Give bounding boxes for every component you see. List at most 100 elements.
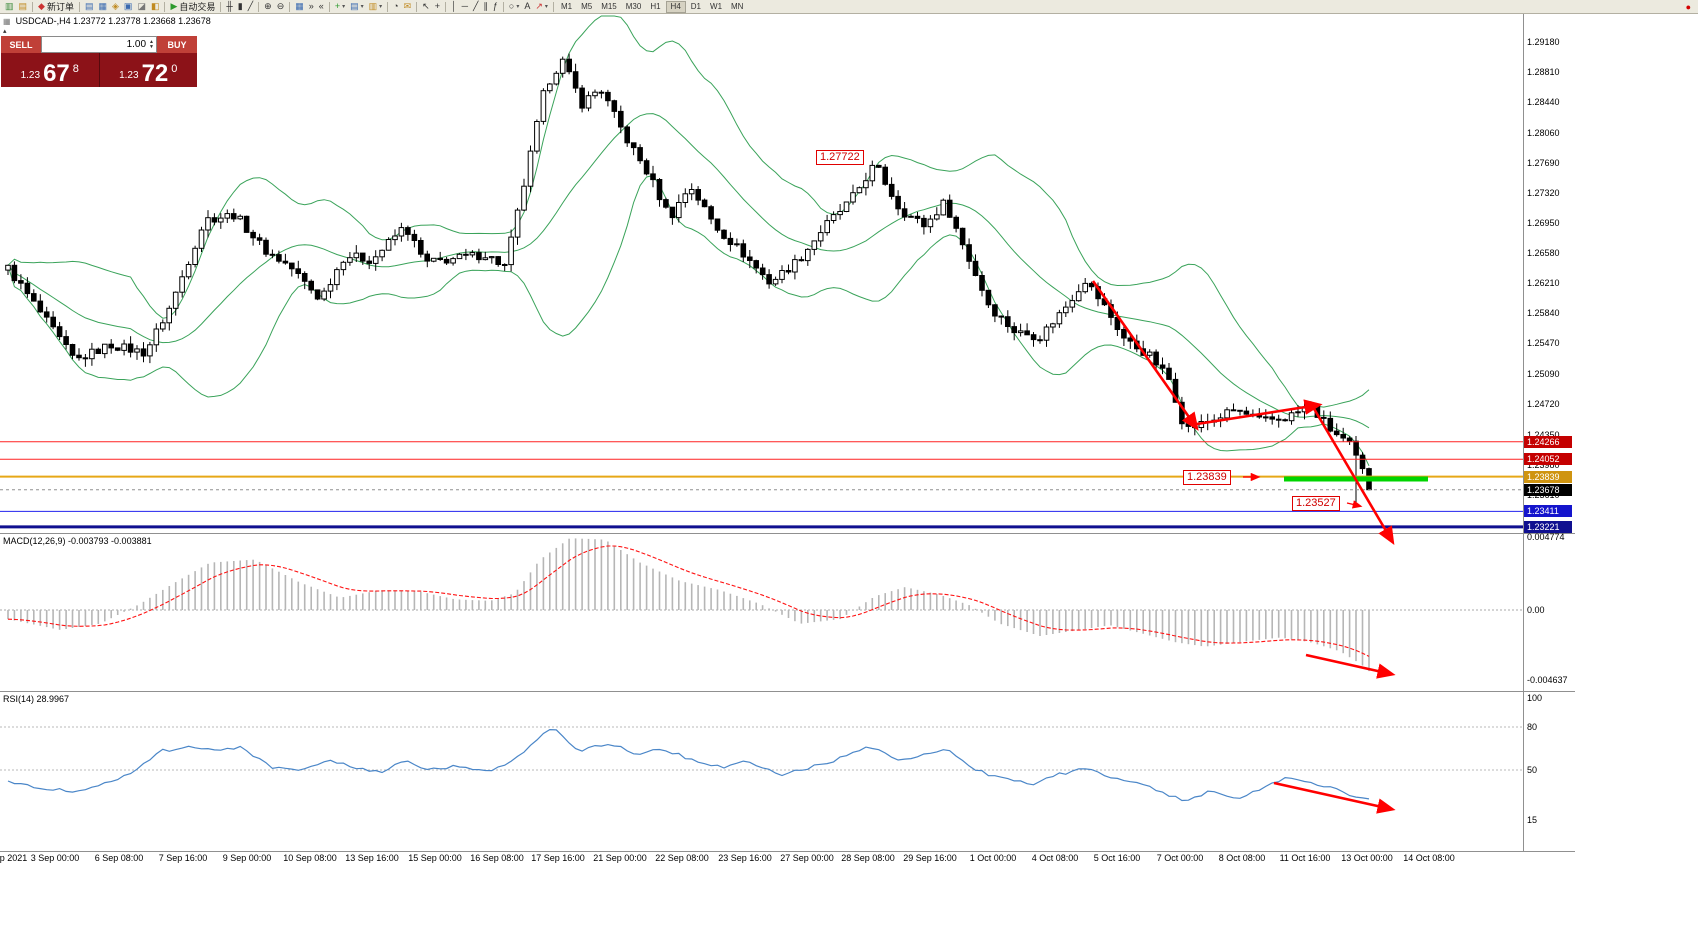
price-axis-label: 1.24720 — [1527, 399, 1560, 410]
volume-input[interactable]: 1.00 ▲ ▼ — [41, 36, 157, 53]
text-icon: A — [524, 1, 531, 11]
sell-price-button[interactable]: 1.23 67 8 — [1, 53, 99, 87]
volume-stepper[interactable]: ▲ ▼ — [149, 38, 154, 50]
support-label[interactable]: 1.23839 — [1183, 470, 1231, 485]
navigator-icon[interactable]: ◈ — [110, 0, 121, 13]
dropdown-caret-icon[interactable]: ▾ — [544, 4, 548, 10]
horizontal-line-icon[interactable]: ─ — [460, 0, 470, 13]
periods-icon[interactable]: ▤ ▾ — [348, 0, 366, 13]
trend-arrow[interactable] — [1273, 781, 1396, 814]
timeframe-m30-button[interactable]: M30 — [625, 1, 642, 11]
timeframe-m1-button[interactable]: M1 — [560, 1, 573, 11]
dropdown-caret-icon[interactable]: ▾ — [379, 4, 383, 10]
zoom-in-icon[interactable]: ⊕ — [262, 0, 274, 13]
trend-arrow[interactable] — [1311, 406, 1395, 546]
stepper-down-icon[interactable]: ▼ — [149, 43, 154, 50]
trendline-icon: ╱ — [472, 1, 479, 11]
one-click-collapse-icon[interactable]: ▴ — [3, 28, 7, 35]
date-axis-label: 16 Sep 08:00 — [470, 853, 524, 863]
buy-button[interactable]: BUY — [157, 36, 197, 53]
bollinger-bands — [7, 15, 1370, 467]
fibonacci-icon: ƒ — [492, 1, 498, 11]
arrows-icon[interactable]: ↗ ▾ — [533, 0, 550, 13]
text-icon[interactable]: A — [522, 0, 532, 13]
zoom-out-icon[interactable]: ⊖ — [275, 0, 287, 13]
date-axis-label: 4 Oct 08:00 — [1031, 853, 1079, 863]
channel-icon: ∥ — [483, 1, 488, 11]
channel-icon[interactable]: ∥ — [481, 0, 490, 13]
arrows-icon: ↗ — [535, 1, 543, 11]
price-axis-label: 1.25470 — [1527, 338, 1560, 349]
candlestick-chart-icon[interactable]: ▮ — [236, 0, 245, 13]
auto-scroll-icon[interactable]: » — [307, 0, 316, 13]
date-axis-label: 7 Oct 00:00 — [1156, 853, 1204, 863]
swing-low-label[interactable]: 1.23527 — [1292, 496, 1340, 511]
strategy-tester-icon[interactable]: ◪ — [135, 0, 148, 13]
buy-price-big: 72 — [141, 60, 169, 87]
tile-windows-icon[interactable]: ▦ — [293, 0, 306, 13]
chart-shift-icon[interactable]: « — [317, 0, 326, 13]
dropdown-caret-icon[interactable]: ▾ — [342, 4, 346, 10]
trend-arrow[interactable] — [1091, 280, 1199, 431]
mail-icon[interactable]: ✉ — [402, 0, 414, 13]
terminal-icon[interactable]: ▣ — [122, 0, 135, 13]
timeframe-d1-button[interactable]: D1 — [690, 1, 702, 11]
crosshair-icon: + — [434, 1, 440, 11]
one-click-trading-panel: SELL 1.00 ▲ ▼ BUY 1.23 67 8 1.23 72 0 — [1, 36, 197, 87]
trend-arrow[interactable] — [1305, 653, 1396, 679]
price-tag-1.23221: 1.23221 — [1524, 520, 1572, 533]
shapes-icon[interactable]: ○ ▾ — [507, 0, 521, 13]
vertical-line-icon[interactable]: │ — [449, 0, 459, 13]
timeframe-m15-button[interactable]: M15 — [601, 1, 617, 11]
templates-icon[interactable]: ▥ ▾ — [367, 0, 385, 13]
macd-indicator — [0, 538, 1523, 672]
date-axis-label: 5 Oct 16:00 — [1093, 853, 1141, 863]
rsi-axis-label: 80 — [1527, 721, 1538, 732]
price-axis-label: 1.25090 — [1527, 369, 1560, 380]
crosshair-icon[interactable]: + — [433, 0, 442, 13]
toolbar-separator — [220, 1, 222, 12]
trend-arrows[interactable] — [1091, 280, 1396, 814]
timeframe-mn-button[interactable]: MN — [731, 1, 744, 11]
date-axis-label: 28 Sep 08:00 — [841, 853, 895, 863]
line-chart-icon[interactable]: ╱ — [246, 0, 255, 13]
record-icon[interactable]: ● — [1685, 1, 1691, 12]
toolbar-separator — [32, 1, 34, 12]
metaeditor-icon[interactable]: ◧ — [149, 0, 162, 13]
timeframe-m5-button[interactable]: M5 — [581, 1, 593, 11]
buy-price-base: 1.23 — [119, 70, 139, 81]
metaeditor-icon: ◧ — [150, 1, 160, 11]
dropdown-caret-icon[interactable]: ▾ — [360, 4, 364, 10]
clock-icon[interactable]: ◔ — [391, 0, 400, 13]
timeframe-h1-button[interactable]: H1 — [650, 1, 661, 11]
timeframe-w1-button[interactable]: W1 — [710, 1, 723, 11]
swing-high-label[interactable]: 1.27722 — [816, 150, 864, 165]
cursor-icon[interactable]: ↖ — [420, 0, 432, 13]
indicators-icon[interactable]: + ▾ — [333, 0, 347, 13]
price-axis-label: 1.28810 — [1527, 66, 1560, 77]
horizontal-line-icon: ─ — [461, 1, 468, 11]
auto-trading-button[interactable]: ▶ 自动交易 — [168, 0, 217, 13]
navigator-icon: ◈ — [112, 1, 119, 11]
toolbar-separator — [164, 1, 166, 12]
auto-scroll-icon: » — [308, 1, 314, 11]
chart-profiles-icon: ▤ — [18, 1, 28, 11]
chart-profiles-icon[interactable]: ▤ — [17, 0, 30, 13]
dropdown-caret-icon[interactable]: ▾ — [516, 4, 520, 10]
clock-icon: ◔ — [393, 1, 399, 11]
trendline-icon[interactable]: ╱ — [471, 0, 480, 13]
market-watch-icon[interactable]: ▤ — [83, 0, 96, 13]
date-axis-label: 13 Sep 16:00 — [345, 853, 399, 863]
date-axis-label: 15 Sep 00:00 — [408, 853, 462, 863]
timeframe-h4-button[interactable]: H4 — [665, 0, 686, 13]
new-chart-icon[interactable]: ▥ — [3, 0, 16, 13]
fibonacci-icon[interactable]: ƒ — [491, 0, 500, 13]
stepper-up-icon[interactable]: ▲ — [149, 38, 154, 45]
buy-price-button[interactable]: 1.23 72 0 — [98, 53, 197, 87]
bar-chart-icon[interactable]: ╫ — [224, 0, 234, 13]
trend-arrow[interactable] — [1196, 399, 1323, 426]
data-window-icon[interactable]: ▦ — [96, 0, 109, 13]
new-order-button[interactable]: ◆ 新订单 — [36, 0, 76, 13]
sell-button[interactable]: SELL — [1, 36, 41, 53]
